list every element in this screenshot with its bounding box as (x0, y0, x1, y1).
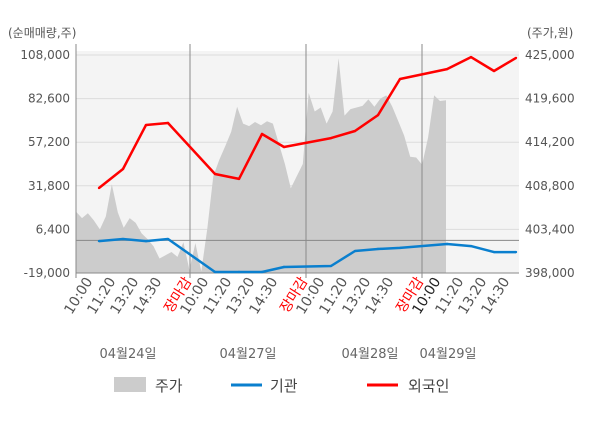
foreign-point (469, 55, 473, 59)
left-axis-title: (순매매량,주) (8, 26, 76, 40)
date-label: 04월24일 (99, 347, 156, 362)
institution-point (492, 250, 496, 254)
right-tick-label: 414,200 (525, 135, 575, 149)
institution-point (469, 244, 473, 248)
legend-swatch-price (114, 377, 146, 392)
right-tick-label: 425,000 (525, 48, 575, 62)
legend-label-foreign: 외국인 (408, 377, 449, 395)
left-tick-label: 108,000 (20, 48, 70, 62)
foreign-point (144, 123, 148, 127)
foreign-point (166, 121, 170, 125)
foreign-point (97, 186, 101, 190)
date-label: 04월29일 (419, 347, 476, 362)
institution-point (237, 270, 241, 274)
institution-point (213, 270, 217, 274)
foreign-point (260, 132, 264, 136)
right-tick-label: 398,000 (525, 266, 575, 280)
institution-point (398, 246, 402, 250)
legend: 주가 기관 외국인 (114, 377, 449, 395)
institution-point (97, 239, 101, 243)
right-tick-label: 419,600 (525, 92, 575, 106)
left-tick-label: 31,800 (28, 179, 70, 193)
institution-point (166, 237, 170, 241)
foreign-point (329, 136, 333, 140)
institution-line (98, 237, 516, 274)
institution-point (144, 239, 148, 243)
foreign-line (98, 55, 517, 189)
legend-label-institution: 기관 (270, 377, 298, 395)
left-tick-label: 57,200 (28, 135, 70, 149)
price-area (76, 58, 446, 274)
institution-point (329, 264, 333, 268)
foreign-point (121, 167, 125, 171)
institution-point (353, 249, 357, 253)
date-label: 04월28일 (341, 347, 398, 362)
left-tick-label: 6,400 (36, 222, 70, 236)
right-tick-label: 408,800 (525, 179, 575, 193)
left-tick-label: 82,600 (28, 92, 70, 106)
legend-label-price: 주가 (155, 377, 183, 395)
foreign-point (353, 129, 357, 133)
institution-point (514, 250, 518, 254)
institution-point (376, 247, 380, 251)
left-tick-label: -19,000 (24, 266, 70, 280)
foreign-point (213, 172, 217, 176)
date-label: 04월27일 (219, 347, 276, 362)
foreign-point (514, 56, 518, 60)
foreign-point (492, 69, 496, 73)
foreign-point (282, 145, 286, 149)
right-axis-title: (주가,원) (527, 26, 573, 40)
foreign-point (237, 177, 241, 181)
institution-point (121, 237, 125, 241)
institution-point (260, 270, 264, 274)
foreign-point (445, 67, 449, 71)
right-tick-label: 403,400 (525, 222, 575, 236)
foreign-point (376, 113, 380, 117)
institution-point (282, 265, 286, 269)
institution-point (445, 242, 449, 246)
foreign-point (398, 77, 402, 81)
